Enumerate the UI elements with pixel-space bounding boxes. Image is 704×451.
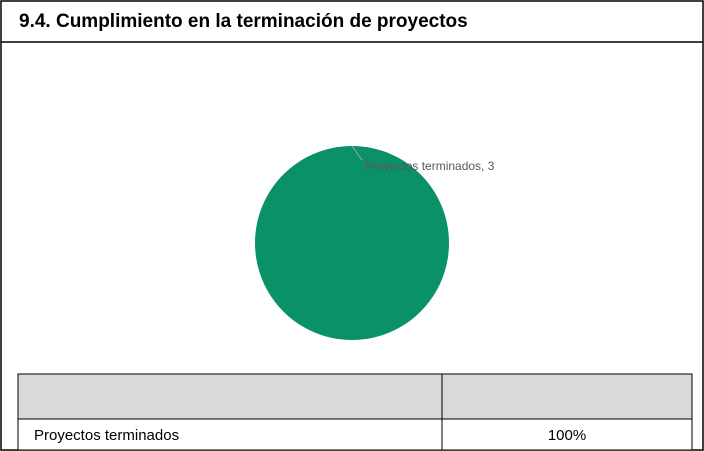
pie-slice — [255, 146, 449, 340]
data-label: Proyectos terminados, 3 — [365, 159, 495, 173]
table-cell: Proyectos terminados — [34, 427, 179, 444]
table-cell: 100% — [548, 427, 586, 444]
section-title: 9.4. Cumplimiento en la terminación de p… — [19, 11, 468, 32]
table-header-row — [17, 373, 693, 420]
table-body-row — [17, 418, 693, 451]
leader-line — [351, 145, 363, 161]
